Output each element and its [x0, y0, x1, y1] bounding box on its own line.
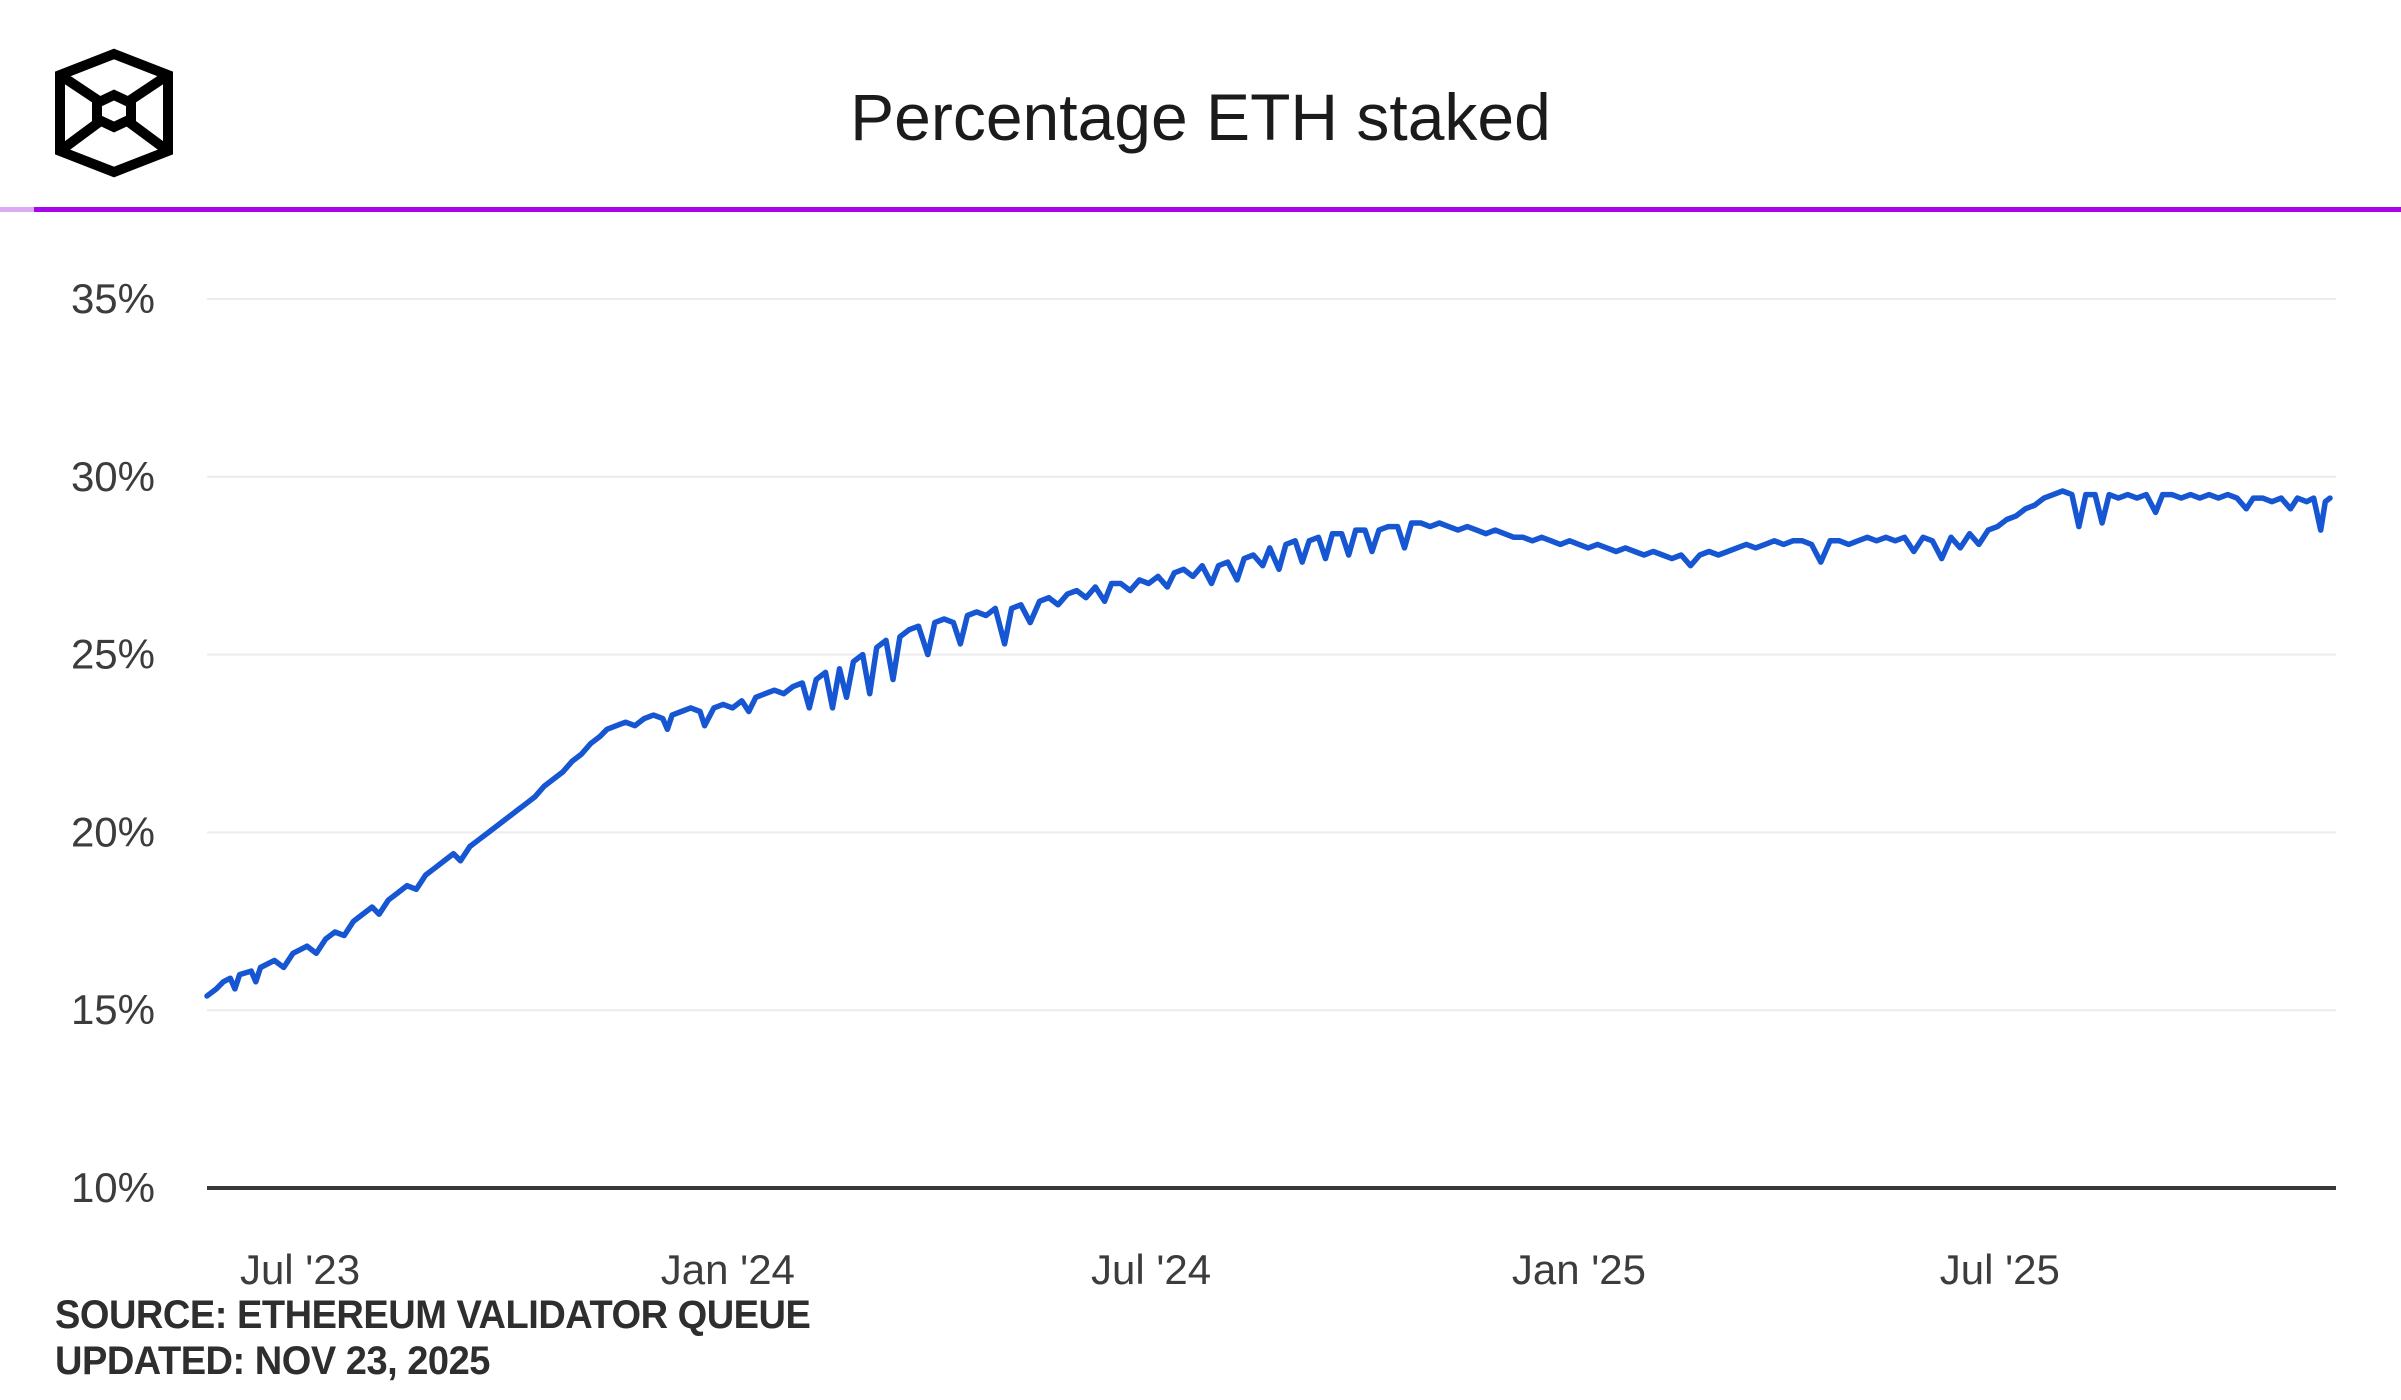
title-divider-rule: [0, 207, 2401, 212]
y-tick-label: 30%: [71, 453, 155, 500]
y-tick-label: 20%: [71, 808, 155, 855]
source-label: SOURCE: ETHEREUM VALIDATOR QUEUE: [55, 1293, 811, 1337]
y-tick-label: 35%: [71, 275, 155, 322]
x-tick-label: Jul '24: [1091, 1246, 1211, 1293]
x-tick-label: Jul '25: [1940, 1246, 2060, 1293]
logo-inner-hexagon: [92, 89, 136, 133]
y-tick-label: 25%: [71, 631, 155, 678]
x-tick-label: Jan '24: [661, 1246, 795, 1293]
x-tick-label: Jan '25: [1512, 1246, 1646, 1293]
chart-footer: SOURCE: ETHEREUM VALIDATOR QUEUE UPDATED…: [55, 1292, 811, 1384]
logo-outer-hexagon: [55, 48, 173, 178]
y-tick-label: 15%: [71, 986, 155, 1033]
updated-label: UPDATED: NOV 23, 2025: [55, 1339, 490, 1383]
eth-staked-line: [204, 488, 2333, 999]
page-title: Percentage ETH staked: [850, 80, 1551, 154]
y-tick-label: 10%: [71, 1164, 155, 1211]
blockworks-logo-icon: [55, 48, 173, 178]
x-tick-label: Jul '23: [240, 1246, 360, 1293]
